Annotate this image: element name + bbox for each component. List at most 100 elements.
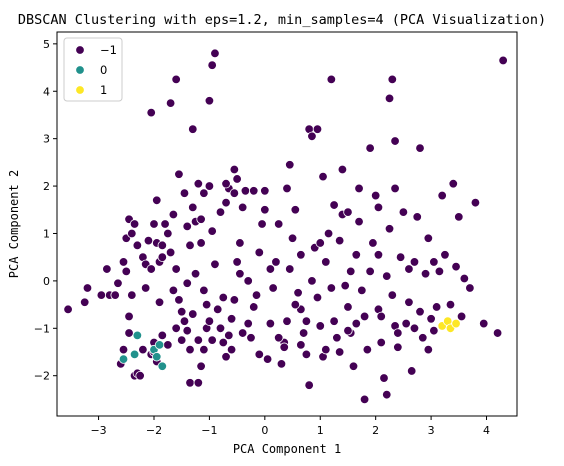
data-point-cluster-0 [232,174,242,184]
data-point-cluster-0 [337,164,348,175]
data-point-cluster-0 [343,302,353,312]
data-point-cluster-0 [326,74,337,85]
x-tick-label: 1 [317,424,324,437]
data-point-cluster-0 [237,328,248,338]
data-point-cluster-0 [179,188,190,198]
data-point-cluster-0 [129,219,140,229]
plot-frame [56,31,518,417]
data-point-cluster-0 [409,323,420,334]
data-point-cluster-1 [132,330,143,341]
legend-label: 1 [100,83,107,97]
data-point-cluster-0 [315,238,325,248]
data-point-cluster-0 [351,318,361,329]
data-point-cluster-0 [157,240,168,251]
data-point-cluster-0 [221,352,231,362]
data-point-cluster-0 [229,188,240,198]
data-point-cluster-0 [407,366,417,376]
data-point-cluster-0 [138,344,148,355]
data-point-cluster-0 [451,261,461,272]
legend-marker [75,85,85,95]
data-point-cluster-0 [296,340,306,350]
data-point-cluster-0 [362,344,373,355]
data-point-cluster-0 [459,273,470,284]
data-point-cluster-0 [390,136,400,146]
data-point-cluster-0 [315,321,325,331]
data-point-cluster-0 [393,328,403,338]
data-point-cluster-0 [492,328,503,338]
data-point-cluster-0 [160,219,170,229]
data-point-cluster-0 [273,219,284,229]
data-point-cluster-0 [127,290,137,300]
y-axis: −2 −1 0 1 2 3 4 5 [34,38,57,383]
data-point-cluster-0 [423,344,434,355]
data-point-cluster-0 [404,264,414,274]
data-point-cluster-0 [373,202,384,213]
data-point-cluster-0 [329,316,339,326]
data-point-cluster-0 [276,359,287,369]
data-point-cluster-0 [243,318,253,329]
data-point-cluster-0 [246,333,256,343]
data-point-cluster-0 [210,259,220,270]
data-point-cluster-0 [149,219,159,229]
data-point-cluster-0 [376,337,386,348]
data-point-cluster-0 [498,55,508,66]
data-point-cluster-0 [199,285,209,296]
data-point-cluster-0 [204,181,215,191]
data-point-cluster-0 [321,344,331,355]
data-point-cluster-0 [165,247,176,258]
data-point-cluster-0 [213,304,223,315]
data-point-cluster-0 [171,323,181,334]
data-point-cluster-0 [196,361,206,371]
data-point-cluster-0 [290,205,301,215]
data-point-cluster-0 [387,74,398,85]
data-point-cluster-0 [282,316,292,326]
data-point-cluster-0 [243,276,253,286]
data-point-cluster-0 [218,337,228,348]
data-point-cluster-0 [440,250,450,260]
x-axis: −3 −2 −1 0 1 2 3 4 [90,416,490,437]
data-point-cluster-0 [359,394,370,405]
x-tick-label: 4 [483,424,490,437]
data-point-cluster-0 [354,183,364,194]
data-point-cluster-0 [312,124,323,134]
x-axis-label: PCA Component 1 [233,442,341,456]
data-point-cluster-0 [215,323,226,334]
y-tick-label: −2 [34,370,50,383]
data-point-cluster-0 [268,283,278,293]
data-point-cluster-0 [127,228,137,239]
data-point-cluster-0 [188,202,198,213]
legend-marker [75,45,85,55]
data-point-cluster-0 [221,178,231,189]
data-point-cluster-0 [287,233,298,243]
data-point-cluster-0 [343,325,353,336]
data-point-cluster-0 [124,328,134,338]
data-point-cluster-0 [412,212,422,222]
x-tick-label: 3 [428,424,435,437]
data-point-cluster-0 [193,335,204,345]
data-point-cluster-0 [379,373,389,383]
data-point-cluster-1 [157,361,168,371]
data-point-cluster-0 [312,292,323,303]
data-point-cluster-0 [182,278,192,288]
data-point-cluster-0 [193,378,204,388]
data-point-cluster-0 [434,266,445,277]
data-point-cluster-0 [332,333,342,343]
data-point-cluster-0 [271,257,281,267]
data-point-cluster-0 [298,328,309,338]
chart-title: DBSCAN Clustering with eps=1.2, min_samp… [18,12,546,28]
data-point-cluster-1 [152,352,162,362]
data-point-cluster-0 [279,342,289,352]
data-point-cluster-0 [185,344,195,355]
data-point-cluster-0 [390,183,400,194]
data-point-cluster-0 [415,143,425,153]
data-point-cluster-0 [249,302,259,312]
data-point-cluster-0 [237,202,248,213]
data-point-cluster-0 [254,349,264,360]
data-point-cluster-0 [423,233,434,243]
data-point-cluster-0 [346,266,356,277]
data-point-cluster-0 [232,257,242,267]
data-point-cluster-1 [154,340,165,350]
x-tick-label: −3 [90,424,106,437]
data-point-cluster-0 [326,283,337,293]
